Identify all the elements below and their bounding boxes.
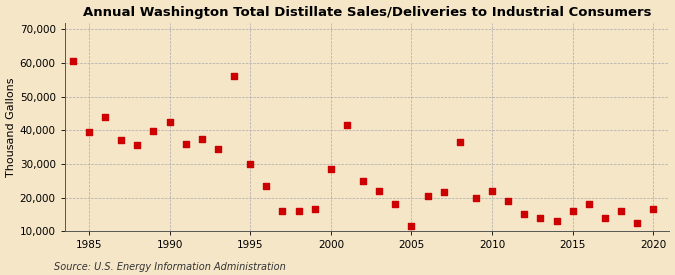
Point bbox=[438, 190, 449, 195]
Point bbox=[454, 140, 465, 144]
Point bbox=[487, 189, 497, 193]
Point bbox=[148, 129, 159, 133]
Point bbox=[245, 162, 256, 166]
Point bbox=[100, 114, 111, 119]
Point bbox=[325, 167, 336, 171]
Point bbox=[342, 123, 352, 127]
Point bbox=[535, 216, 546, 220]
Point bbox=[519, 212, 530, 216]
Point bbox=[503, 199, 514, 203]
Point bbox=[196, 136, 207, 141]
Point bbox=[422, 194, 433, 198]
Point bbox=[180, 142, 191, 147]
Point bbox=[390, 202, 401, 207]
Point bbox=[229, 74, 240, 79]
Point bbox=[293, 209, 304, 213]
Point bbox=[116, 138, 127, 142]
Point bbox=[567, 209, 578, 213]
Point bbox=[551, 219, 562, 223]
Point bbox=[616, 209, 626, 213]
Point bbox=[632, 221, 643, 225]
Y-axis label: Thousand Gallons: Thousand Gallons bbox=[5, 77, 16, 177]
Title: Annual Washington Total Distillate Sales/Deliveries to Industrial Consumers: Annual Washington Total Distillate Sales… bbox=[83, 6, 651, 18]
Point bbox=[583, 202, 594, 207]
Point bbox=[164, 120, 175, 124]
Text: Source: U.S. Energy Information Administration: Source: U.S. Energy Information Administ… bbox=[54, 262, 286, 272]
Point bbox=[68, 59, 78, 64]
Point bbox=[648, 207, 659, 211]
Point bbox=[213, 147, 223, 151]
Point bbox=[84, 130, 95, 134]
Point bbox=[309, 207, 320, 211]
Point bbox=[358, 178, 369, 183]
Point bbox=[406, 224, 417, 228]
Point bbox=[277, 209, 288, 213]
Point bbox=[374, 189, 385, 193]
Point bbox=[599, 216, 610, 220]
Point bbox=[132, 143, 142, 148]
Point bbox=[261, 183, 272, 188]
Point bbox=[470, 195, 481, 200]
